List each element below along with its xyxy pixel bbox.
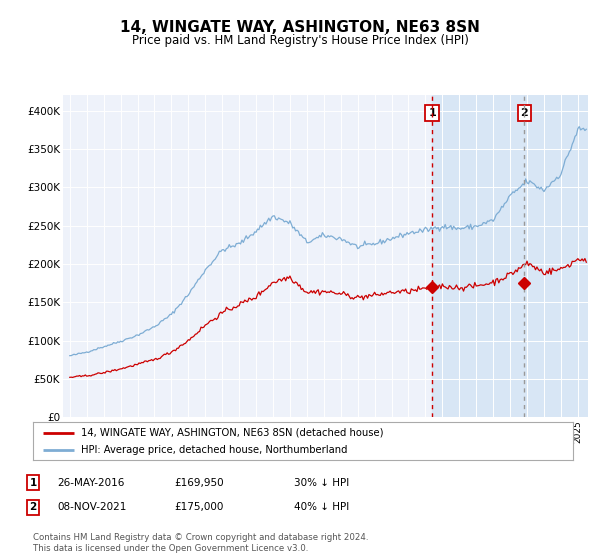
Text: 08-NOV-2021: 08-NOV-2021 bbox=[57, 502, 127, 512]
Text: 2: 2 bbox=[521, 108, 529, 118]
Text: 14, WINGATE WAY, ASHINGTON, NE63 8SN (detached house): 14, WINGATE WAY, ASHINGTON, NE63 8SN (de… bbox=[80, 427, 383, 437]
Text: 1: 1 bbox=[428, 108, 436, 118]
Text: 26-MAY-2016: 26-MAY-2016 bbox=[57, 478, 124, 488]
Text: 40% ↓ HPI: 40% ↓ HPI bbox=[294, 502, 349, 512]
Text: £175,000: £175,000 bbox=[174, 502, 223, 512]
Text: HPI: Average price, detached house, Northumberland: HPI: Average price, detached house, Nort… bbox=[80, 445, 347, 455]
Text: 1: 1 bbox=[29, 478, 37, 488]
Text: Contains HM Land Registry data © Crown copyright and database right 2024.
This d: Contains HM Land Registry data © Crown c… bbox=[33, 533, 368, 553]
Text: 2: 2 bbox=[29, 502, 37, 512]
Text: £169,950: £169,950 bbox=[174, 478, 224, 488]
Text: 14, WINGATE WAY, ASHINGTON, NE63 8SN: 14, WINGATE WAY, ASHINGTON, NE63 8SN bbox=[120, 20, 480, 35]
Text: 30% ↓ HPI: 30% ↓ HPI bbox=[294, 478, 349, 488]
Bar bbox=[432, 95, 600, 417]
Text: Price paid vs. HM Land Registry's House Price Index (HPI): Price paid vs. HM Land Registry's House … bbox=[131, 34, 469, 46]
